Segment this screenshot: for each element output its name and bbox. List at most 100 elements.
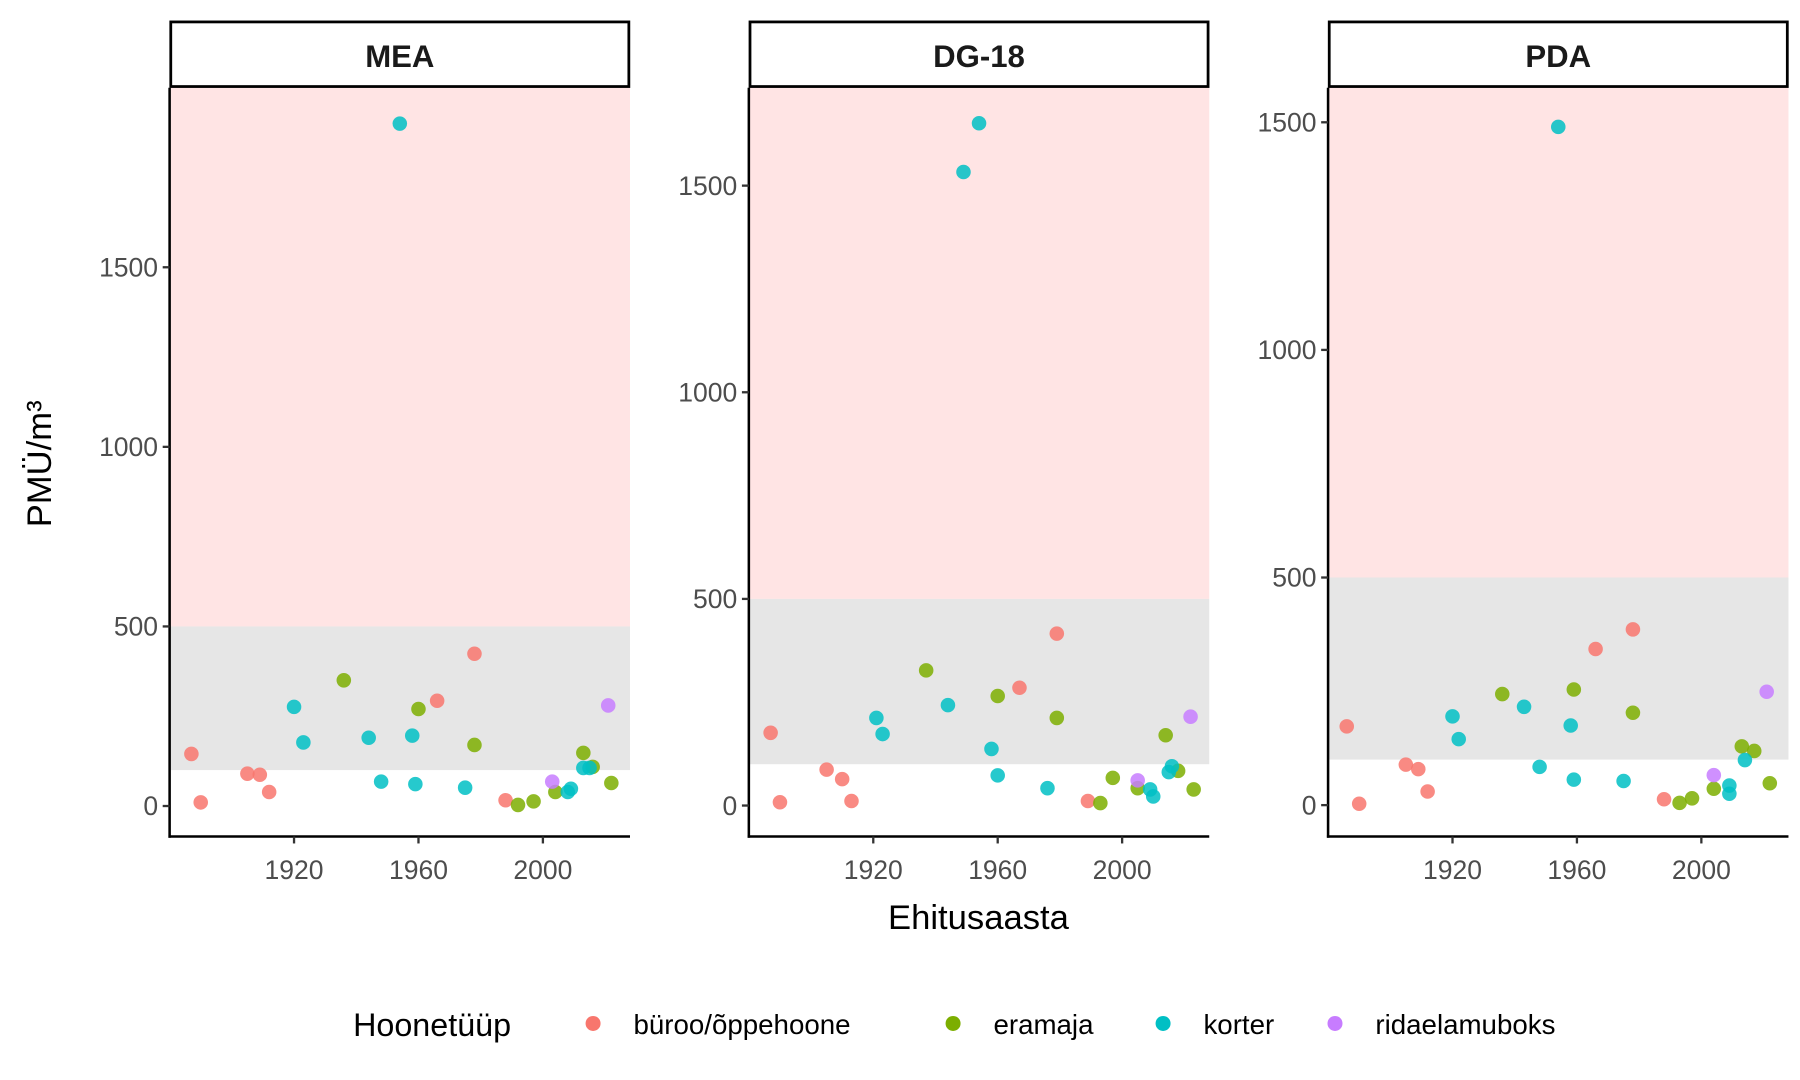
x-tick-label: 1920 [1423, 855, 1482, 885]
x-tick-label: 1920 [265, 855, 324, 885]
x-tick-label: 2000 [1672, 855, 1731, 885]
point-buroo [498, 792, 513, 808]
legend-key-icon [1155, 1015, 1171, 1031]
x-tick-label: 1920 [844, 855, 903, 885]
point-buroo [819, 762, 834, 777]
point-buroo [1049, 626, 1065, 641]
point-eramaja [1158, 728, 1173, 743]
point-buroo [772, 794, 788, 810]
point-korter [1563, 718, 1578, 733]
point-korter [1164, 759, 1180, 774]
point-eramaja [1186, 782, 1201, 797]
y-tick-label: 500 [114, 612, 158, 642]
point-eramaja [1746, 743, 1762, 759]
legend-key-icon [1327, 1015, 1343, 1031]
point-eramaja [1049, 710, 1065, 726]
band-moderate [169, 626, 630, 771]
legend-label: eramaja [993, 1009, 1094, 1040]
point-korter [1616, 773, 1631, 789]
point-eramaja [1706, 781, 1722, 797]
y-tick-label: 1500 [99, 253, 158, 283]
point-buroo [252, 767, 268, 783]
y-tick-label: 0 [143, 791, 158, 821]
point-korter [990, 768, 1005, 783]
legend-item-buroo: büroo/õppehoone [585, 1009, 851, 1040]
point-korter [984, 741, 999, 757]
point-eramaja [1684, 791, 1700, 806]
point-korter [392, 116, 408, 131]
point-buroo [429, 693, 445, 709]
y-tick-label: 0 [723, 791, 738, 821]
point-korter [1532, 759, 1547, 775]
band-elevated [1328, 87, 1789, 578]
point-eramaja [467, 737, 482, 753]
legend-key-icon [585, 1015, 601, 1031]
y-tick-label: 500 [693, 584, 737, 614]
point-buroo [240, 766, 255, 781]
point-eramaja [1566, 682, 1582, 697]
y-tick-label: 500 [1272, 563, 1316, 593]
facet-title: MEA [365, 39, 434, 74]
point-korter [1566, 772, 1582, 787]
facet-strip [1327, 20, 1789, 88]
point-ridaelamuboks [1130, 773, 1145, 788]
point-korter [875, 726, 890, 742]
y-axis-title: PMÜ/m³ [21, 400, 59, 527]
point-eramaja [526, 794, 541, 809]
point-ridaelamuboks [1183, 709, 1198, 724]
y-tick-label: 1500 [678, 171, 737, 201]
point-eramaja [918, 663, 934, 678]
point-eramaja [1495, 686, 1510, 702]
x-tick-label: 2000 [1093, 855, 1152, 885]
point-buroo [1398, 757, 1414, 772]
point-korter [1551, 119, 1566, 135]
point-buroo [763, 725, 778, 741]
point-buroo [1351, 796, 1367, 812]
point-korter [940, 697, 956, 713]
point-buroo [261, 784, 277, 800]
point-buroo [834, 771, 850, 787]
legend-label: ridaelamuboks [1375, 1009, 1555, 1040]
point-buroo [1080, 793, 1096, 809]
point-korter [1445, 709, 1460, 724]
facet-title: PDA [1525, 39, 1591, 74]
point-korter [582, 760, 597, 776]
point-ridaelamuboks [600, 698, 616, 713]
point-eramaja [411, 701, 426, 717]
x-tick-label: 1960 [389, 855, 448, 885]
point-korter [361, 730, 376, 746]
point-buroo [193, 795, 208, 810]
panel-dg-18: DG-18 0 500 1000 1500 1920 1960 2000 [678, 20, 1210, 885]
point-korter [1145, 789, 1161, 804]
point-eramaja [604, 775, 619, 791]
point-korter [1516, 699, 1532, 715]
x-tick-label: 2000 [513, 855, 572, 885]
point-eramaja [1734, 739, 1750, 754]
band-elevated [169, 87, 630, 627]
point-buroo [1588, 641, 1603, 657]
panel-mea: MEA 0 500 1000 1500 1920 1960 2000 [99, 20, 631, 885]
point-korter [408, 776, 423, 792]
facet-strip [748, 20, 1210, 88]
point-eramaja [1672, 795, 1687, 811]
point-buroo [1411, 761, 1426, 777]
y-tick-label: 1000 [678, 378, 737, 408]
legend-label: büroo/õppehoone [633, 1009, 850, 1040]
point-buroo [1012, 680, 1027, 696]
point-buroo [1656, 791, 1672, 807]
point-ridaelamuboks [1706, 767, 1722, 783]
x-tick-label: 1960 [1547, 855, 1606, 885]
point-eramaja [336, 673, 352, 688]
y-tick-label: 1000 [99, 432, 158, 462]
y-tick-label: 1000 [1258, 335, 1317, 365]
point-eramaja [1093, 795, 1108, 811]
point-korter [563, 781, 579, 797]
point-korter [1737, 752, 1753, 768]
point-eramaja [1105, 770, 1121, 786]
point-buroo [1625, 622, 1641, 637]
facet-title: DG-18 [933, 39, 1025, 74]
point-korter [296, 735, 311, 750]
point-eramaja [1625, 705, 1641, 720]
y-tick-label: 1500 [1258, 108, 1317, 138]
